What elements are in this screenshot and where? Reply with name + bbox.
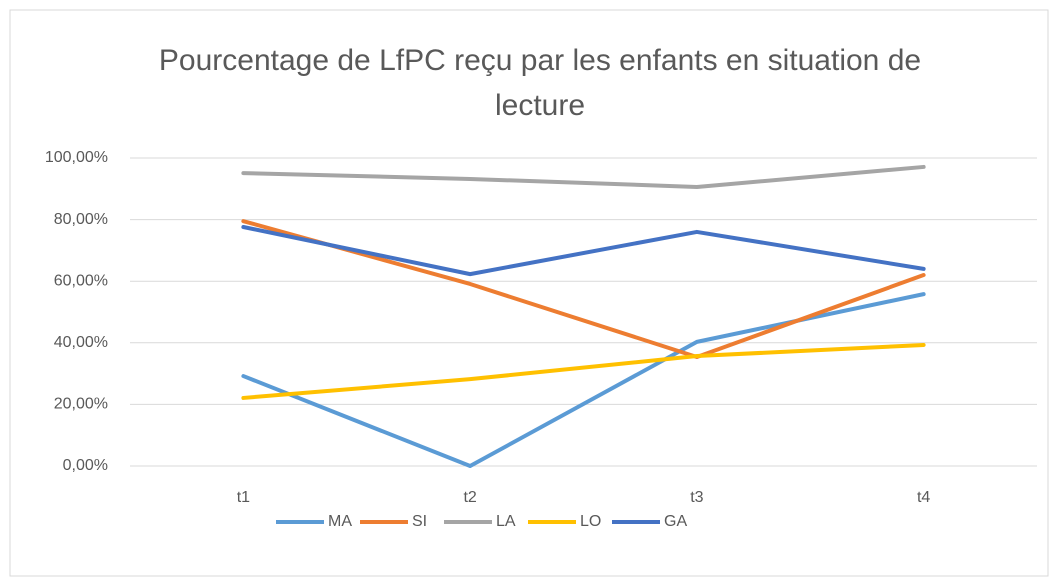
legend-label: GA — [664, 513, 687, 530]
series-line — [241, 164, 926, 189]
x-tick-label: t3 — [690, 489, 703, 506]
legend-label: LO — [580, 513, 601, 530]
legend-label: SI — [412, 513, 427, 530]
y-tick-label: 40,00% — [54, 334, 108, 351]
y-tick-label: 60,00% — [54, 272, 108, 289]
chart-title: Pourcentage de LfPC reçu par les enfants… — [158, 44, 922, 122]
legend-label: LA — [496, 513, 516, 530]
legend-label: MA — [328, 513, 352, 530]
y-tick-label: 80,00% — [54, 211, 108, 228]
x-tick-label: t2 — [463, 489, 476, 506]
y-tick-label: 20,00% — [54, 396, 108, 413]
y-tick-label: 0,00% — [63, 457, 108, 474]
x-tick-label: t1 — [237, 489, 250, 506]
series-line — [241, 342, 926, 400]
y-tick-label: 100,00% — [45, 149, 108, 166]
series-line — [241, 224, 926, 277]
x-tick-label: t4 — [917, 489, 930, 506]
chart-border — [9, 9, 1049, 577]
series-line — [241, 219, 926, 359]
